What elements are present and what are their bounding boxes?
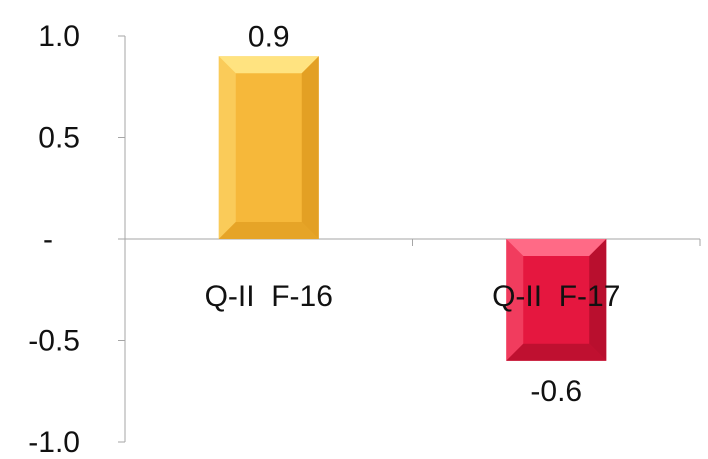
- bar-bevel-right: [589, 239, 607, 361]
- category-label: Q-II F-17: [492, 280, 620, 313]
- bars: [218, 56, 607, 361]
- data-label: -0.6: [530, 375, 582, 408]
- y-tick-label: 1.0: [38, 20, 80, 53]
- bar-bevel-top: [218, 56, 319, 74]
- y-tick-label: -0.5: [28, 325, 80, 358]
- bar: [218, 56, 319, 239]
- data-label: 0.9: [248, 20, 290, 53]
- bar-bevel-right: [301, 56, 319, 239]
- bar-bevel-left: [506, 239, 524, 361]
- category-label: Q-II F-16: [205, 280, 333, 313]
- y-tick-label: -: [43, 223, 53, 256]
- bar-bevel-bottom: [218, 222, 319, 239]
- y-tick-label: 0.5: [38, 122, 80, 155]
- bar: [506, 239, 607, 361]
- bar-bevel-left: [218, 56, 236, 239]
- bar-bevel-top: [506, 239, 607, 256]
- axes: [118, 35, 701, 443]
- y-tick-label: -1.0: [28, 426, 80, 459]
- bar-bevel-bottom: [506, 343, 607, 361]
- labels: 1.0 0.5 - -0.5 -1.0 0.9 Q-II F-16 -0.6 Q-II F-17: [28, 20, 620, 459]
